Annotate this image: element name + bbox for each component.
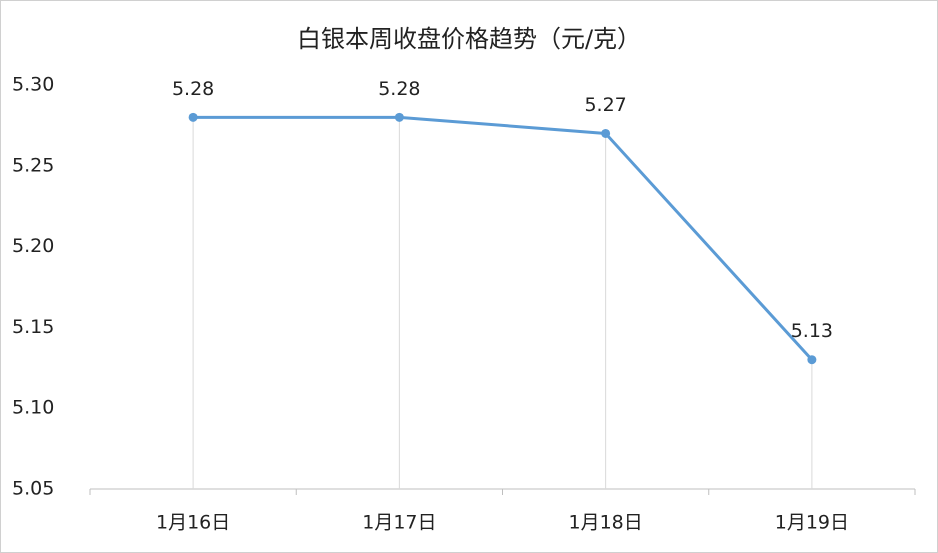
y-tick-label: 5.25 — [12, 154, 54, 176]
y-tick-label: 5.15 — [12, 316, 54, 338]
chart-title: 白银本周收盘价格趋势（元/克） — [297, 25, 641, 53]
data-label: 5.28 — [172, 78, 214, 100]
x-tick-label: 1月18日 — [568, 512, 642, 534]
x-tick-label: 1月17日 — [362, 512, 436, 534]
series-line — [193, 115, 813, 361]
data-label: 5.13 — [791, 320, 833, 342]
y-tick-label: 5.10 — [12, 397, 54, 419]
x-tick-label: 1月16日 — [156, 512, 230, 534]
data-point — [807, 355, 817, 365]
data-point — [394, 112, 404, 122]
y-tick-label: 5.30 — [12, 74, 54, 96]
x-tick-label: 1月19日 — [775, 512, 849, 534]
y-tick-label: 5.05 — [12, 478, 54, 500]
y-tick-label: 5.20 — [12, 235, 54, 257]
data-point — [601, 128, 611, 138]
data-label: 5.27 — [584, 94, 626, 116]
data-label: 5.28 — [378, 78, 420, 100]
data-point — [188, 112, 198, 122]
